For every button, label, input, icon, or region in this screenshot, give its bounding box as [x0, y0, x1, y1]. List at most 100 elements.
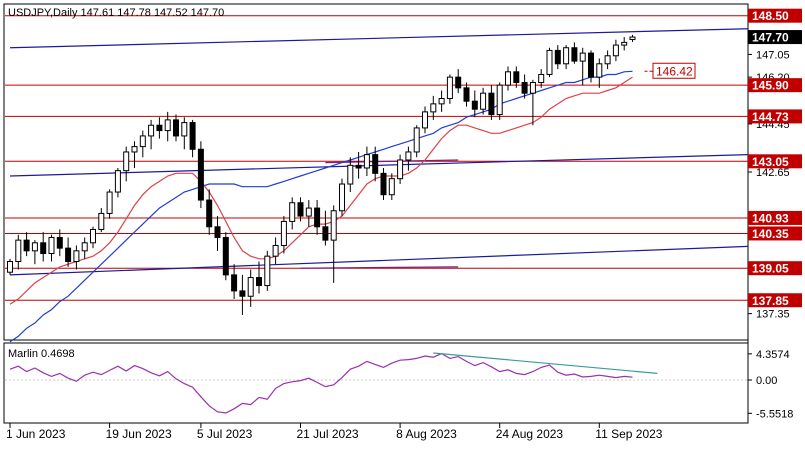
- candle-body: [496, 84, 503, 116]
- level-label-2: 144.73: [752, 110, 789, 124]
- trend-line-4: [300, 266, 459, 269]
- indicator-tick-label-2: -5.5518: [756, 408, 793, 420]
- candle: [604, 50, 611, 70]
- candle: [164, 111, 171, 142]
- blue-moving-average: [9, 70, 633, 343]
- candle-body: [7, 261, 13, 273]
- candle-body: [181, 122, 188, 137]
- date-tick-label-2: 5 Jul 2023: [197, 427, 253, 441]
- candle: [314, 200, 321, 235]
- price-tick-label-0: 147.05: [756, 49, 790, 61]
- candle: [65, 237, 72, 267]
- candle-body: [480, 92, 487, 110]
- candle: [596, 58, 603, 88]
- candle: [612, 39, 619, 62]
- candle: [455, 69, 462, 94]
- candle: [264, 250, 271, 291]
- candle-body: [114, 170, 121, 193]
- date-tick-label-0: 1 Jun 2023: [6, 427, 66, 441]
- candle-body: [446, 76, 453, 100]
- level-label-5: 140.35: [752, 227, 789, 241]
- candle-body: [280, 220, 287, 246]
- date-tick-label-5: 24 Aug 2023: [496, 427, 564, 441]
- level-label-3: 143.05: [752, 155, 789, 169]
- candle-body: [422, 111, 428, 129]
- moving-averages: [9, 70, 633, 343]
- candle-body: [289, 202, 296, 222]
- candle-body: [48, 236, 55, 254]
- candle: [256, 261, 262, 294]
- candle: [123, 146, 130, 182]
- candle-body: [604, 55, 611, 65]
- candle-body: [189, 122, 196, 150]
- candle-body: [513, 71, 520, 83]
- marlin-line: [9, 352, 633, 414]
- candle-body: [297, 202, 304, 217]
- candle: [529, 79, 536, 126]
- candle-body: [156, 124, 163, 132]
- candle: [15, 234, 22, 270]
- trend-line-2: [9, 245, 749, 276]
- trend-lines: [9, 28, 749, 276]
- candle: [305, 200, 312, 227]
- indicator-tick-label-0: 4.3574: [756, 349, 790, 361]
- candle: [430, 95, 437, 120]
- candle-body: [164, 119, 171, 132]
- candle-body: [330, 210, 337, 241]
- level-label-4: 140.93: [752, 211, 789, 225]
- candle: [322, 210, 329, 246]
- candle: [579, 47, 586, 86]
- candle: [405, 146, 412, 171]
- candle: [413, 125, 420, 158]
- candle-body: [571, 47, 578, 62]
- candle-body: [90, 228, 96, 244]
- candle: [339, 178, 345, 217]
- candle-body: [256, 277, 262, 287]
- candle: [98, 208, 105, 233]
- candles: [7, 34, 636, 315]
- candle-body: [347, 164, 354, 185]
- candle: [538, 69, 545, 88]
- candle-body: [98, 212, 105, 230]
- marlin-label: Marlin 0.4698: [8, 348, 75, 360]
- candle-body: [579, 52, 586, 62]
- date-tick-label-4: 8 Aug 2023: [396, 427, 457, 441]
- candle-body: [388, 178, 395, 196]
- candle: [496, 82, 503, 120]
- candle-body: [339, 183, 345, 212]
- candle: [73, 245, 80, 270]
- level-label-bg-4: [748, 210, 802, 225]
- price-tick-label-3: 142.65: [756, 167, 790, 179]
- level-label-1: 145.90: [752, 79, 789, 93]
- candle: [513, 66, 520, 88]
- candle: [355, 151, 362, 179]
- candle: [397, 154, 404, 185]
- candle: [571, 42, 578, 64]
- candle: [48, 234, 55, 262]
- candle-body: [355, 164, 362, 169]
- candle: [289, 197, 296, 230]
- candle-body: [322, 226, 329, 241]
- candle-body: [15, 239, 22, 263]
- candle-body: [596, 63, 603, 78]
- candle: [372, 146, 379, 182]
- candle: [629, 34, 636, 42]
- price-tick-label-4: 137.35: [756, 309, 790, 321]
- candle-body: [239, 290, 246, 297]
- candle: [156, 117, 163, 139]
- candle-body: [106, 191, 113, 214]
- candle-body: [31, 242, 38, 252]
- candle-body: [430, 103, 437, 113]
- candle-body: [314, 207, 321, 228]
- candle: [131, 141, 138, 168]
- target-annotation: 146.42: [644, 62, 696, 79]
- candle: [347, 157, 354, 193]
- candle-body: [463, 87, 470, 102]
- candle-body: [413, 127, 420, 153]
- candle: [206, 189, 213, 235]
- candle-body: [40, 242, 47, 254]
- candle-body: [272, 244, 279, 257]
- marlin-indicator: 4.3574 0.00 -5.5518: [5, 349, 793, 420]
